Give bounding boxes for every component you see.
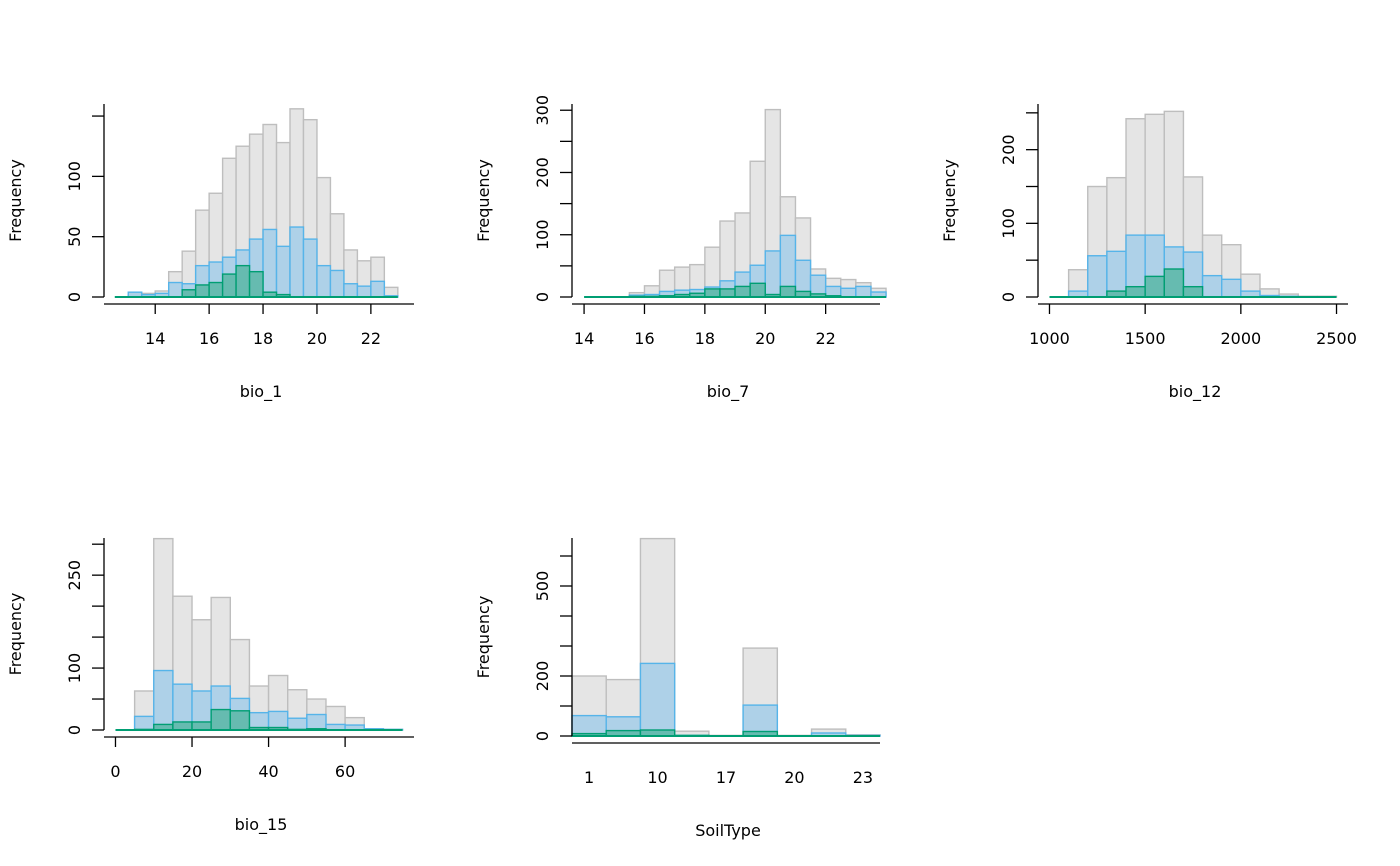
y-axis-title: Frequency bbox=[940, 159, 959, 242]
subset-b-bar bbox=[235, 264, 251, 298]
y-tick-label: 0 bbox=[65, 292, 84, 302]
subset-b-bar bbox=[210, 708, 231, 731]
subset-b-bar bbox=[221, 273, 237, 298]
y-tick-label: 100 bbox=[65, 653, 84, 684]
subset-b-bar bbox=[208, 281, 224, 298]
subset-b-bar bbox=[779, 285, 797, 298]
subset-a-bar bbox=[356, 285, 372, 298]
y-tick-label: 100 bbox=[999, 208, 1018, 239]
x-tick-label: 14 bbox=[574, 329, 594, 348]
subset-a-bar bbox=[167, 281, 183, 298]
y-axis-title: Frequency bbox=[6, 159, 25, 242]
subset-a-bar bbox=[306, 713, 327, 731]
x-tick-label: 2500 bbox=[1316, 329, 1357, 348]
x-tick-label: 10 bbox=[647, 768, 667, 787]
histogram-panel-bio_7: 0 100 200 300 14 16 18 20 22 bio_7 Frequency bbox=[474, 95, 887, 402]
subset-a-bar bbox=[1087, 255, 1108, 298]
subset-b-bar bbox=[749, 282, 766, 298]
x-tick-label: 16 bbox=[199, 329, 219, 348]
subset-a-bar bbox=[133, 715, 155, 731]
x-tick-label: 16 bbox=[634, 329, 654, 348]
subset-b-bar bbox=[172, 721, 193, 731]
y-tick-label: 200 bbox=[533, 661, 552, 692]
subset-b-bar bbox=[704, 288, 721, 298]
subset-a-bar bbox=[153, 669, 174, 731]
subset-a-bar bbox=[1106, 250, 1127, 298]
subset-a-bar bbox=[1201, 274, 1223, 298]
subset-a-bar bbox=[639, 662, 676, 737]
subset-a-bar bbox=[764, 250, 782, 298]
subset-b-bar bbox=[719, 288, 736, 298]
x-tick-label: 22 bbox=[815, 329, 835, 348]
y-tick-label: 0 bbox=[533, 292, 552, 302]
subset-a-bar bbox=[302, 238, 318, 298]
y-tick-label: 0 bbox=[65, 725, 84, 735]
x-tick-label: 18 bbox=[695, 329, 715, 348]
subset-a-bar bbox=[262, 228, 278, 298]
y-tick-label: 100 bbox=[533, 219, 552, 250]
y-tick-label: 0 bbox=[533, 731, 552, 741]
x-tick-label: 1500 bbox=[1125, 329, 1166, 348]
x-tick-label: 60 bbox=[335, 762, 355, 781]
subset-a-bar bbox=[275, 245, 291, 298]
histogram-panel-SoilType: 0 200 500 1 10 17 20 23 SoilType Frequency bbox=[474, 537, 881, 840]
y-tick-label: 250 bbox=[65, 560, 84, 591]
x-tick-label: 23 bbox=[853, 768, 873, 787]
subset-b-bar bbox=[1163, 268, 1185, 298]
subset-b-bar bbox=[1125, 285, 1146, 298]
subset-a-bar bbox=[289, 226, 305, 298]
y-tick-label: 300 bbox=[533, 95, 552, 126]
y-tick-label: 200 bbox=[999, 134, 1018, 165]
subset-a-bar bbox=[840, 287, 857, 298]
x-tick-label: 20 bbox=[182, 762, 202, 781]
histogram-panel-bio_1: 0 50 100 14 16 18 20 22 bio_1 Frequency bbox=[6, 104, 414, 402]
y-tick-label: 0 bbox=[999, 292, 1018, 302]
x-tick-label: 40 bbox=[258, 762, 278, 781]
y-axis-title: Frequency bbox=[474, 596, 493, 679]
x-axis-title: bio_1 bbox=[240, 382, 283, 402]
subset-a-bar bbox=[329, 269, 345, 298]
x-axis-title: bio_7 bbox=[707, 382, 750, 402]
subset-b-bar bbox=[1144, 275, 1165, 298]
subset-b-bar bbox=[191, 721, 212, 731]
subset-b-bar bbox=[1182, 285, 1204, 298]
y-axis-title: Frequency bbox=[474, 159, 493, 242]
x-tick-label: 1 bbox=[584, 768, 594, 787]
x-tick-label: 17 bbox=[716, 768, 736, 787]
subset-b-bar bbox=[734, 285, 751, 298]
subset-a-bar bbox=[343, 283, 359, 298]
subset-b-bar bbox=[248, 270, 264, 298]
x-tick-label: 1000 bbox=[1029, 329, 1070, 348]
subset-a-bar bbox=[1221, 278, 1242, 298]
x-tick-label: 20 bbox=[307, 329, 327, 348]
y-tick-label: 50 bbox=[65, 227, 84, 247]
x-tick-label: 18 bbox=[253, 329, 273, 348]
x-axis-title: bio_12 bbox=[1169, 382, 1222, 402]
subset-a-bar bbox=[370, 280, 386, 298]
histogram-panel-bio_12: 0 100 200 1000 1500 2000 2500 bio_12 Frequency bbox=[940, 104, 1357, 402]
subset-a-bar bbox=[287, 717, 308, 731]
x-tick-label: 20 bbox=[755, 329, 775, 348]
x-axis-title: bio_15 bbox=[235, 815, 288, 835]
x-tick-label: 14 bbox=[145, 329, 165, 348]
subset-b-bar bbox=[194, 284, 210, 298]
y-axis-title: Frequency bbox=[6, 593, 25, 676]
subset-b-bar bbox=[229, 710, 251, 731]
histogram-panel-bio_15: 0 100 250 0 20 40 60 bio_15 Frequency bbox=[6, 537, 414, 835]
y-tick-label: 100 bbox=[65, 161, 84, 192]
y-tick-label: 200 bbox=[533, 157, 552, 188]
x-tick-label: 20 bbox=[784, 768, 804, 787]
subset-a-bar bbox=[855, 285, 872, 298]
y-tick-label: 500 bbox=[533, 571, 552, 602]
subset-b-bar bbox=[181, 289, 197, 298]
x-tick-label: 0 bbox=[110, 762, 120, 781]
x-axis-title: SoilType bbox=[695, 821, 761, 840]
x-tick-label: 22 bbox=[361, 329, 381, 348]
x-tick-label: 2000 bbox=[1220, 329, 1261, 348]
subset-a-bar bbox=[316, 264, 332, 298]
